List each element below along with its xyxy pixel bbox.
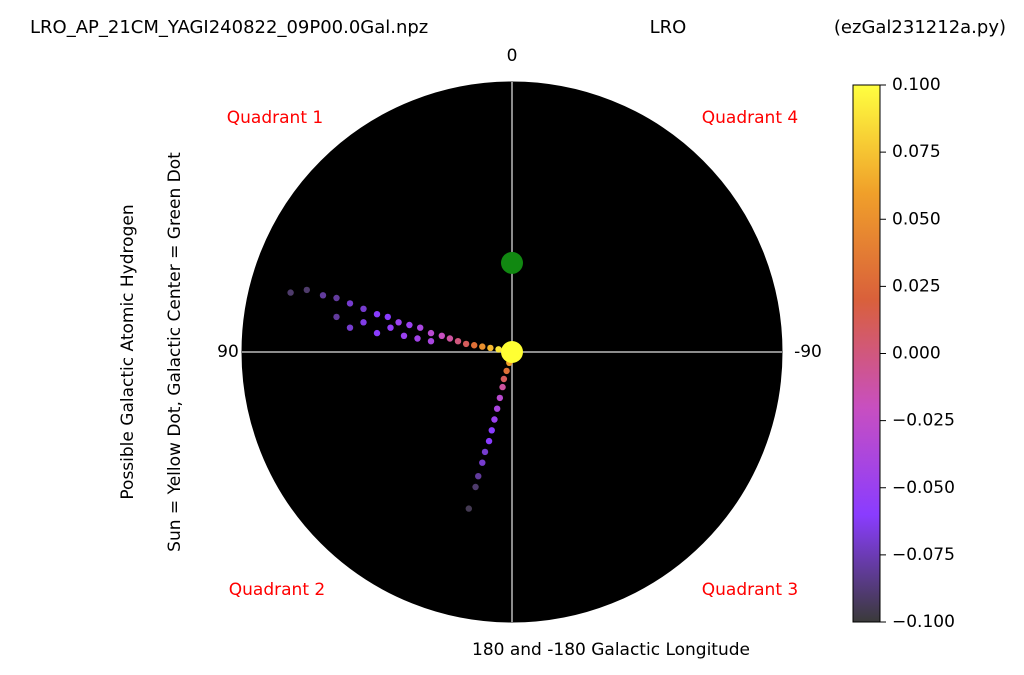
data-point (479, 343, 486, 350)
colorbar-tick-label: −0.075 (892, 545, 955, 565)
data-point (491, 416, 498, 423)
data-point (499, 383, 506, 391)
annotation: Quadrant 3 (702, 580, 798, 600)
chart-title: LRO_AP_21CM_YAGI240822_09P00.0Gal.npz (30, 17, 428, 38)
data-point (485, 437, 493, 445)
data-point (373, 311, 381, 318)
data-point (387, 324, 394, 331)
data-point (333, 294, 340, 302)
annotation: Quadrant 1 (227, 108, 323, 128)
y-axis-label: Sun = Yellow Dot, Galactic Center = Gree… (165, 152, 185, 552)
data-point (479, 459, 486, 466)
colorbar-tick-label: 0.100 (892, 75, 941, 95)
data-point (287, 289, 294, 296)
data-point (360, 305, 367, 312)
data-point (406, 321, 413, 329)
data-point (488, 427, 495, 434)
colorbar-tick-label: −0.025 (892, 411, 955, 431)
colorbar-tick-label: −0.100 (892, 612, 955, 632)
chart-subtitle: LRO (650, 17, 687, 38)
colorbar (852, 84, 881, 623)
angle-label: -90 (794, 342, 822, 362)
colorbar-tick-label: 0.075 (892, 142, 941, 162)
colorbar-tick-label: 0.025 (892, 276, 941, 296)
data-point (384, 313, 391, 321)
data-point (446, 335, 454, 342)
data-point (496, 394, 504, 402)
colorbar-tick-label: −0.050 (892, 478, 955, 498)
data-point (400, 332, 408, 339)
data-point (481, 448, 489, 456)
angle-label: 90 (217, 342, 239, 362)
data-point (462, 340, 470, 348)
data-point (333, 313, 340, 321)
sun (501, 341, 523, 363)
data-point (472, 483, 479, 491)
data-point (493, 405, 501, 412)
data-point (454, 338, 462, 345)
data-point (427, 329, 435, 337)
data-point (438, 332, 445, 339)
data-point (346, 300, 354, 307)
annotation: Quadrant 2 (229, 580, 325, 600)
annotation: Quadrant 4 (702, 108, 798, 128)
data-point (465, 505, 472, 512)
script-name: (ezGal231212a.py) (834, 17, 1006, 38)
data-point (414, 335, 421, 342)
data-point (417, 324, 424, 331)
angle-label: 0 (507, 46, 518, 66)
colorbar-tick-label: 0.050 (892, 209, 941, 229)
x-axis-label: 180 and -180 Galactic Longitude (472, 640, 750, 660)
data-point (360, 319, 367, 326)
colorbar-tick-label: 0.000 (892, 344, 941, 364)
data-point (373, 329, 381, 337)
galactic-center (501, 251, 523, 274)
data-point (495, 346, 502, 353)
data-point (427, 338, 435, 345)
data-point (475, 473, 482, 480)
data-point (319, 292, 327, 299)
data-point (503, 367, 510, 375)
data-point (487, 344, 494, 352)
data-point (303, 286, 310, 294)
data-point (500, 375, 508, 383)
data-point (395, 319, 402, 326)
y-axis-label: Possible Galactic Atomic Hydrogen (118, 204, 138, 499)
data-point (471, 342, 478, 349)
data-point (346, 324, 354, 331)
